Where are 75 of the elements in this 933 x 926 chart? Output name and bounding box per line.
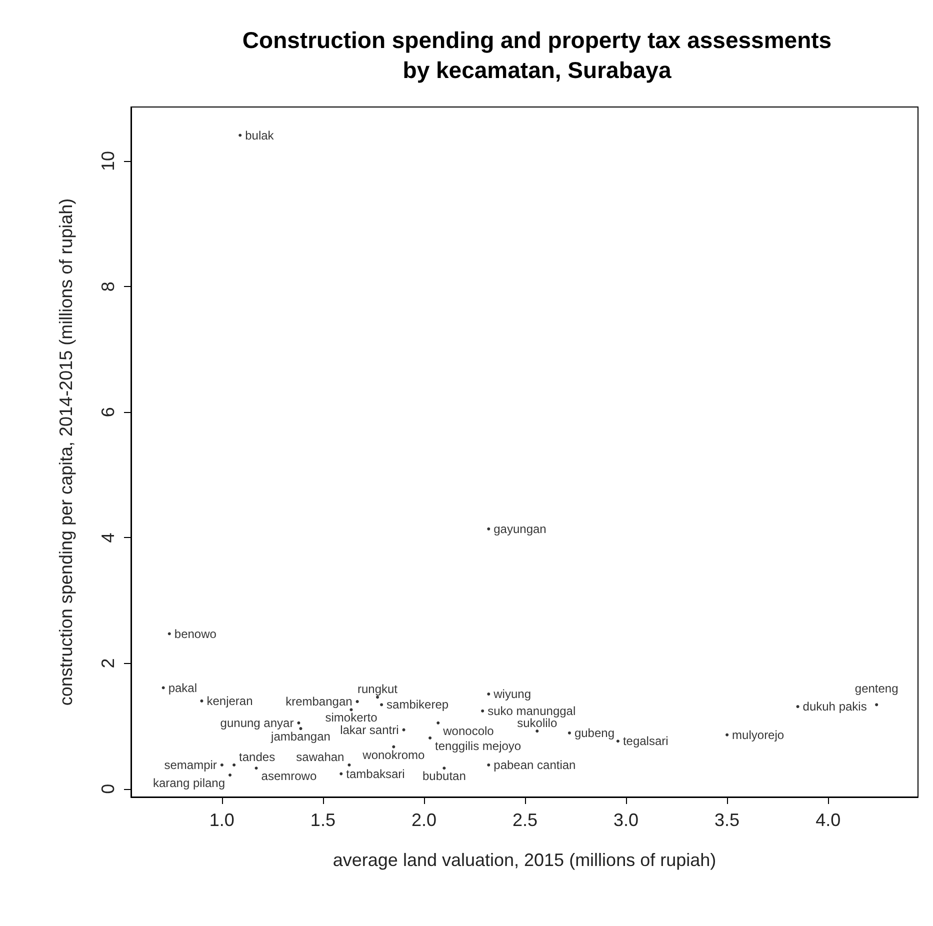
- data-label: wonokromo: [362, 748, 426, 762]
- y-tick-label: 6: [98, 407, 118, 418]
- point: [254, 766, 258, 770]
- data-label: suko manunggal: [488, 704, 576, 718]
- data-label: sawahan: [296, 750, 344, 764]
- x-tick-label: 3.0: [614, 810, 639, 830]
- data-label: tegalsari: [622, 734, 668, 748]
- y-tick-label: 10: [98, 150, 118, 172]
- point: [162, 686, 165, 690]
- data-label: pabean cantian: [494, 758, 576, 772]
- point: [299, 727, 302, 730]
- data-label: benowo: [174, 626, 217, 641]
- y-tick-label: 8: [98, 282, 118, 292]
- point: [487, 763, 490, 766]
- data-label: sukolilo: [517, 716, 558, 730]
- point: [232, 763, 236, 766]
- point: [238, 134, 242, 137]
- data-label: bubutan: [422, 769, 466, 784]
- x-tick-label: 1.5: [310, 810, 336, 830]
- data-label: lakar santri: [340, 722, 399, 737]
- data-label: tenggilis mejoyo: [435, 738, 522, 753]
- data-label: genteng: [854, 682, 898, 696]
- chart-title: Construction spending and property tax assessments by kecamatan, Surabaya: [242, 27, 832, 83]
- data-label: karang pilang: [152, 776, 226, 790]
- point: [348, 763, 351, 766]
- point: [796, 705, 800, 708]
- point: [436, 721, 440, 724]
- data-label: jambangan: [270, 730, 330, 744]
- point: [376, 696, 380, 699]
- point: [616, 740, 620, 743]
- point: [442, 766, 446, 770]
- x-tick-label: 3.5: [714, 810, 740, 830]
- point: [220, 763, 224, 766]
- y-tick-label: 4: [98, 532, 118, 543]
- point: [200, 699, 204, 702]
- point: [297, 721, 300, 724]
- y-axis-title: construction spending per capita, 2014-2015 (millions of rupiah): [56, 198, 76, 706]
- data-label: pakal: [168, 680, 198, 695]
- point: [487, 692, 490, 696]
- data-label: gayungan: [494, 522, 546, 536]
- x-tick-label: 2.0: [411, 810, 436, 830]
- point: [481, 709, 484, 712]
- y-tick-label: 2: [98, 658, 118, 668]
- point: [228, 774, 232, 777]
- data-label: kenjeran: [206, 694, 253, 708]
- point: [350, 708, 353, 712]
- point: [380, 703, 384, 706]
- x-tick-label: 1.0: [209, 810, 234, 830]
- point: [875, 703, 878, 706]
- data-label: asemrowo: [261, 769, 317, 784]
- data-label: bulak: [245, 128, 275, 142]
- point: [168, 632, 171, 636]
- point: [568, 731, 571, 734]
- data-label: dukuh pakis: [802, 700, 867, 714]
- x-tick-label: 2.5: [512, 810, 538, 830]
- data-label: tandes: [239, 750, 276, 764]
- y-tick-label: 0: [98, 784, 118, 794]
- data-label: krembangan: [286, 694, 352, 709]
- point: [356, 700, 359, 704]
- x-tick-label: 4.0: [816, 810, 841, 830]
- point: [428, 736, 432, 740]
- data-label: wonocolo: [442, 724, 494, 738]
- data-label: sambikerep: [386, 698, 449, 712]
- point: [726, 733, 729, 736]
- data-label: gunung anyar: [220, 716, 294, 730]
- point: [487, 527, 490, 530]
- data-label: tambaksari: [346, 766, 405, 781]
- data-label: mulyorejo: [732, 728, 784, 742]
- data-label: rungkut: [357, 682, 398, 696]
- data-label: semampir: [164, 758, 217, 772]
- data-label: gubeng: [574, 726, 614, 740]
- point: [536, 730, 539, 733]
- data-label: wiyung: [492, 687, 531, 702]
- x-axis-title: average land valuation, 2015 (millions of rupiah): [332, 850, 716, 870]
- data-label: simokerto: [325, 710, 378, 725]
